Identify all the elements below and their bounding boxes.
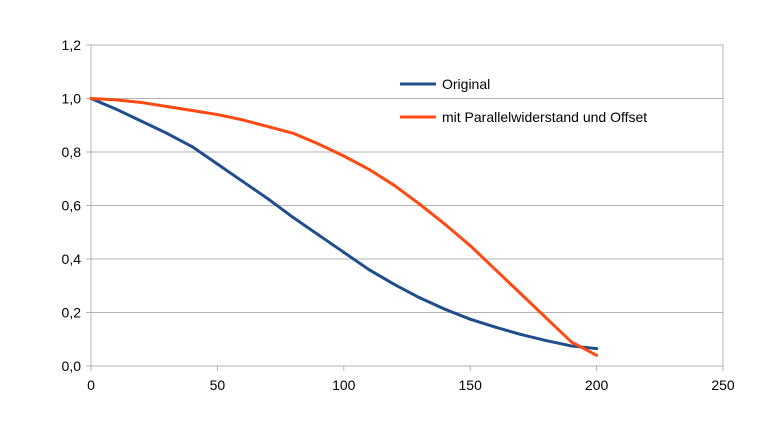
series-1-point-17 xyxy=(519,292,523,296)
y-tick-label: 0,6 xyxy=(62,198,82,214)
series-1-point-14 xyxy=(443,222,447,226)
series-1-point-8 xyxy=(291,131,295,135)
series-1-point-15 xyxy=(468,244,472,248)
x-tick-label: 100 xyxy=(332,377,356,393)
x-tick-label: 250 xyxy=(711,377,735,393)
series-1-point-5 xyxy=(215,113,219,117)
y-tick-label: 1,2 xyxy=(62,37,82,53)
series-line-1 xyxy=(89,97,599,357)
series-0-point-9 xyxy=(317,233,321,237)
series-1-point-20 xyxy=(595,353,599,357)
series-0-point-17 xyxy=(519,332,523,336)
series-1-point-12 xyxy=(392,183,396,187)
x-tick-label: 150 xyxy=(459,377,483,393)
series-lines xyxy=(89,97,599,357)
series-0-point-18 xyxy=(544,339,548,343)
legend-label-0: Original xyxy=(442,76,490,92)
series-0-point-11 xyxy=(367,268,371,272)
x-tick-label: 50 xyxy=(210,377,226,393)
series-1-point-0 xyxy=(89,97,93,100)
series-1-point-18 xyxy=(544,316,548,320)
x-tick-label: 200 xyxy=(585,377,609,393)
series-1-point-1 xyxy=(114,98,118,102)
series-1-point-13 xyxy=(418,202,422,206)
tick-labels: 0,0 0,2 0,4 0,6 0,8 1,0 1,2 0 50 100 150 200 250 xyxy=(62,37,735,393)
series-1-point-7 xyxy=(266,125,270,129)
series-1-point-10 xyxy=(342,154,346,158)
series-0-point-8 xyxy=(291,216,295,220)
y-tick-label: 0,0 xyxy=(62,358,82,374)
legend-label-1: mit Parallelwiderstand und Offset xyxy=(442,109,647,125)
y-tick-label: 0,4 xyxy=(62,251,82,267)
series-0-point-12 xyxy=(392,282,396,286)
series-1-point-19 xyxy=(569,340,573,344)
series-0-point-19 xyxy=(569,344,573,348)
series-1-point-9 xyxy=(317,142,321,146)
x-tick-label: 0 xyxy=(87,377,95,393)
legend: Original mit Parallelwiderstand und Offse… xyxy=(400,76,647,125)
series-0-point-5 xyxy=(215,162,219,166)
series-1-point-6 xyxy=(241,118,245,122)
series-1-point-16 xyxy=(493,268,497,272)
y-tick-label: 0,2 xyxy=(62,305,82,321)
series-line-0 xyxy=(89,97,599,351)
series-1-point-2 xyxy=(140,101,144,105)
series-0-point-14 xyxy=(443,307,447,311)
y-tick-label: 0,8 xyxy=(62,144,82,160)
series-1-point-11 xyxy=(367,167,371,171)
axes xyxy=(86,44,724,371)
series-0-point-4 xyxy=(190,145,194,149)
series-0-point-1 xyxy=(114,107,118,111)
series-1-point-3 xyxy=(165,105,169,109)
series-1-point-4 xyxy=(190,109,194,113)
series-0-point-6 xyxy=(241,179,245,183)
series-0-point-16 xyxy=(493,325,497,329)
grid-lines xyxy=(91,44,724,366)
series-0-point-3 xyxy=(165,131,169,135)
series-0-point-2 xyxy=(140,119,144,123)
series-0-point-7 xyxy=(266,197,270,201)
series-0-point-10 xyxy=(342,250,346,254)
series-0-point-15 xyxy=(468,317,472,321)
series-0-point-20 xyxy=(595,347,599,351)
y-tick-label: 1,0 xyxy=(62,91,82,107)
series-0-point-13 xyxy=(418,296,422,300)
